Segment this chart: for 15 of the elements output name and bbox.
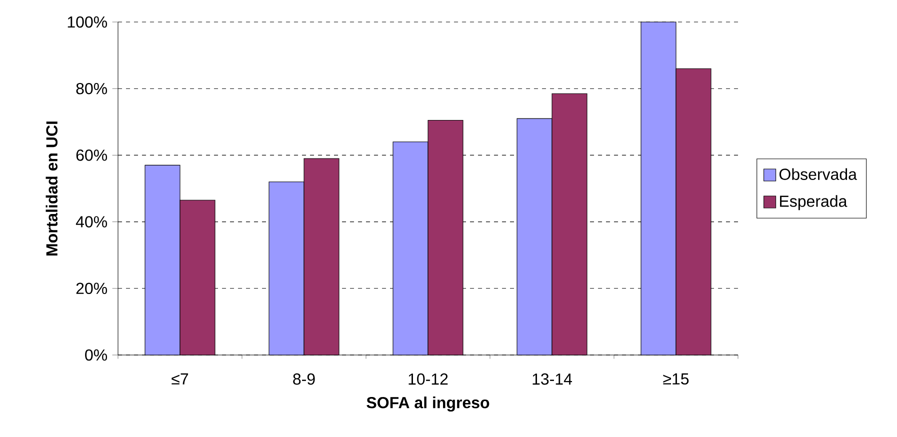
y-axis-title: Mortalidad en UCI — [46, 122, 58, 256]
y-tick-label: 20% — [76, 282, 108, 294]
x-tick-label: 8-9 — [293, 373, 315, 385]
y-tick-label: 80% — [76, 82, 108, 94]
x-tick-label: ≥15 — [663, 373, 689, 385]
y-tick-label: 100% — [68, 16, 108, 28]
x-tick-label: 13-14 — [532, 373, 572, 385]
y-tick-label: 0% — [85, 349, 108, 361]
y-tick-label: 60% — [76, 150, 108, 161]
legend-label: Observada — [779, 168, 857, 180]
x-tick-label: ≤7 — [172, 373, 188, 384]
y-tick-label: 40% — [76, 216, 108, 228]
legend-label: Esperada — [780, 195, 848, 210]
x-tick-label: 10-12 — [408, 373, 448, 385]
x-axis-title: SOFA al ingreso — [366, 396, 490, 412]
